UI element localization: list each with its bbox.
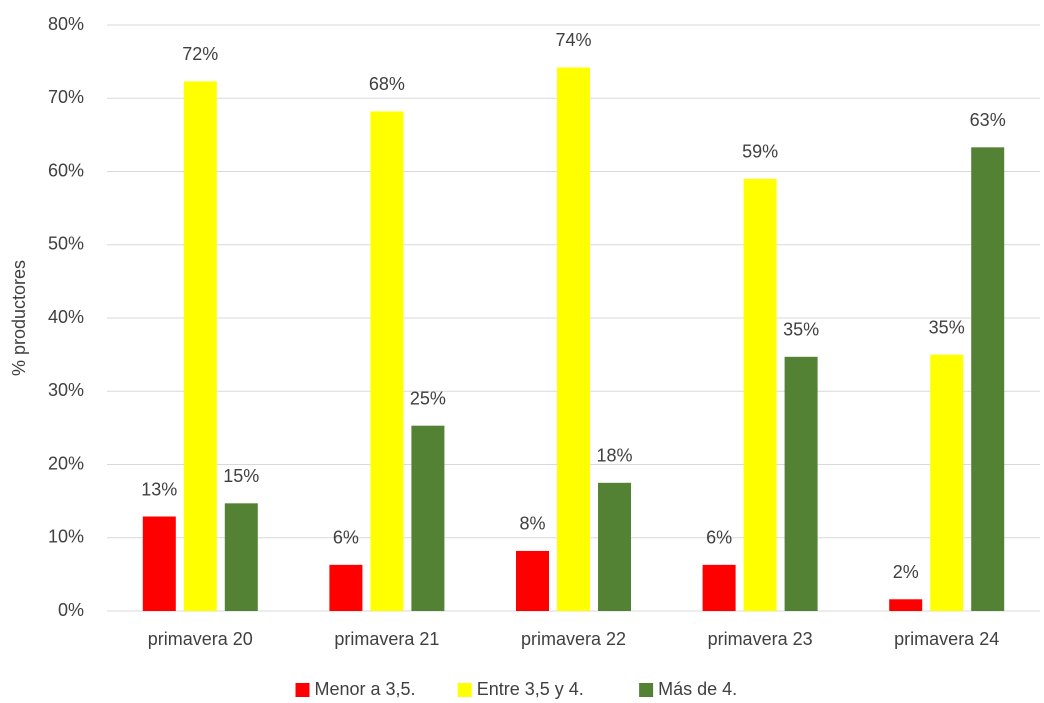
- bar: [889, 599, 923, 611]
- data-label: 6%: [706, 528, 732, 548]
- y-tick-label: 50%: [48, 234, 84, 254]
- y-tick-label: 80%: [48, 14, 84, 34]
- data-label: 13%: [141, 479, 177, 499]
- y-axis-title: % productores: [9, 260, 29, 376]
- bar: [743, 178, 777, 611]
- y-tick-label: 30%: [48, 380, 84, 400]
- legend-label: Más de 4.: [658, 679, 737, 699]
- y-tick-label: 60%: [48, 160, 84, 180]
- bar: [370, 111, 404, 611]
- x-tick-label: primavera 22: [521, 629, 626, 649]
- data-label: 74%: [555, 30, 591, 50]
- data-label: 35%: [783, 320, 819, 340]
- data-label: 35%: [929, 317, 965, 337]
- bar: [702, 564, 736, 611]
- bar: [142, 516, 176, 611]
- data-label: 18%: [596, 446, 632, 466]
- bar: [183, 81, 217, 612]
- y-tick-label: 10%: [48, 527, 84, 547]
- x-tick-label: primavera 21: [334, 629, 439, 649]
- legend-label: Entre 3,5 y 4.: [477, 679, 584, 699]
- x-tick-label: primavera 24: [894, 629, 999, 649]
- data-label: 8%: [519, 514, 545, 534]
- data-label: 6%: [333, 528, 359, 548]
- bar: [598, 482, 631, 611]
- x-tick-label: primavera 23: [708, 629, 813, 649]
- bar: [784, 356, 818, 611]
- y-tick-label: 70%: [48, 87, 84, 107]
- y-tick-label: 40%: [48, 307, 84, 327]
- legend-swatch: [457, 683, 472, 697]
- bar: [411, 425, 445, 611]
- data-label: 25%: [410, 388, 446, 408]
- legend-label: Menor a 3,5.: [315, 679, 416, 699]
- x-tick-label: primavera 20: [148, 629, 253, 649]
- y-tick-label: 0%: [58, 600, 84, 620]
- data-label: 59%: [742, 142, 778, 162]
- bar: [930, 354, 964, 611]
- legend-swatch: [295, 683, 310, 697]
- bar: [224, 503, 258, 611]
- data-label: 72%: [182, 44, 218, 64]
- data-label: 63%: [970, 110, 1006, 130]
- data-label: 15%: [223, 466, 259, 486]
- data-label: 2%: [893, 562, 919, 582]
- y-tick-label: 20%: [48, 453, 84, 473]
- bar: [557, 67, 590, 612]
- bar: [971, 147, 1005, 611]
- bar: [329, 564, 363, 611]
- legend-swatch: [639, 683, 654, 697]
- data-label: 68%: [369, 74, 405, 94]
- bar: [516, 550, 549, 611]
